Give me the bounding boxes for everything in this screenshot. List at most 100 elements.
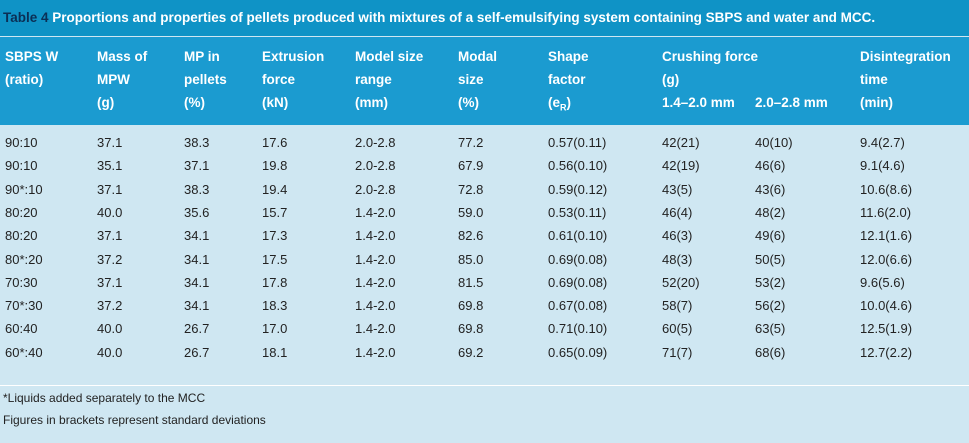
table-cell: 60:40 xyxy=(5,321,38,337)
column-header: (min) xyxy=(860,95,893,110)
table-cell: 18.1 xyxy=(262,344,288,360)
table-cell: 37.1 xyxy=(97,135,123,150)
table-cell: 60*:40 xyxy=(5,344,43,360)
column-header: SBPS W xyxy=(5,49,59,64)
table-cell: 50(5) xyxy=(755,251,786,267)
table-cell: 52(20) xyxy=(662,274,700,290)
column-header: Model size xyxy=(355,49,424,64)
table-label: Table 4 xyxy=(3,10,49,25)
table-cell: 48(3) xyxy=(662,251,693,267)
table-cell: 46(6) xyxy=(755,158,786,174)
table-cell: 37.1 xyxy=(97,228,123,244)
table-cell: 1.4-2.0 xyxy=(355,344,396,360)
table-cell: 12.7(2.2) xyxy=(860,344,913,360)
table-cell: 9.4(2.7) xyxy=(860,135,905,150)
table-cell: 70:30 xyxy=(5,274,38,290)
table-cell: 70*:30 xyxy=(5,298,43,314)
column-header: Shape xyxy=(548,49,589,64)
table-cell: 11.6(2.0) xyxy=(860,204,912,220)
column-header: MPW xyxy=(97,72,130,87)
table-cell: 71(7) xyxy=(662,344,693,360)
subcolumn-header: 2.0–2.8 mm xyxy=(755,95,828,110)
table-cell: 85.0 xyxy=(458,251,484,267)
column-header: size xyxy=(458,72,484,87)
table-cell: 43(5) xyxy=(662,181,693,197)
table-cell: 48(2) xyxy=(755,204,786,220)
table-cell: 58(7) xyxy=(662,298,693,314)
table-title: Table 4 Proportions and properties of pe… xyxy=(3,10,875,25)
table-cell: 90:10 xyxy=(5,158,38,174)
table-cell: 80:20 xyxy=(5,228,38,244)
table-cell: 46(3) xyxy=(662,228,693,244)
column-header: factor xyxy=(548,72,586,87)
symbol-part: ) xyxy=(566,95,572,110)
column-header: Extrusion xyxy=(262,49,325,64)
column-header: (g) xyxy=(662,72,680,87)
table-cell: 80:20 xyxy=(5,204,38,220)
table-cell: 72.8 xyxy=(458,181,484,197)
table-cell: 90*:10 xyxy=(5,181,43,197)
table-cell: 37.2 xyxy=(97,251,123,267)
table-cell: 40.0 xyxy=(97,344,123,360)
table-cell: 77.2 xyxy=(458,135,484,150)
table-cell: 17.0 xyxy=(262,321,288,337)
table-cell: 80*:20 xyxy=(5,251,43,267)
table-cell: 1.4-2.0 xyxy=(355,321,396,337)
table-cell: 67.9 xyxy=(458,158,484,174)
table-cell: 0.67(0.08) xyxy=(548,298,608,314)
table-cell: 49(6) xyxy=(755,228,786,244)
table-cell: 1.4-2.0 xyxy=(355,274,396,290)
table-cell: 0.71(0.10) xyxy=(548,321,608,337)
table-cell: 1.4-2.0 xyxy=(355,298,396,314)
table-cell: 35.1 xyxy=(97,158,123,174)
table-cell: 40(10) xyxy=(755,135,793,150)
table-cell: 17.5 xyxy=(262,251,288,267)
table-cell: 69.8 xyxy=(458,321,484,337)
table-cell: 2.0-2.8 xyxy=(355,135,396,150)
column-header: (kN) xyxy=(262,95,289,110)
table-cell: 12.1(1.6) xyxy=(860,228,913,244)
table-cell: 17.8 xyxy=(262,274,288,290)
table-cell: 2.0-2.8 xyxy=(355,158,396,174)
table-cell: 42(19) xyxy=(662,158,700,174)
table-cell: 37.1 xyxy=(97,181,123,197)
column-header: (%) xyxy=(184,95,205,110)
header-background xyxy=(0,37,969,125)
footnote: Figures in brackets represent standard d… xyxy=(3,413,266,427)
table-cell: 0.56(0.10) xyxy=(548,158,608,174)
column-header: Mass of xyxy=(97,49,148,64)
table-cell: 1.4-2.0 xyxy=(355,228,396,244)
table-cell: 34.1 xyxy=(184,228,210,244)
symbol-part: (e xyxy=(548,95,561,110)
table-cell: 0.53(0.11) xyxy=(548,204,607,220)
table-cell: 12.5(1.9) xyxy=(860,321,913,337)
table-cell: 34.1 xyxy=(184,298,210,314)
column-header: MP in xyxy=(184,49,220,64)
table-cell: 9.1(4.6) xyxy=(860,158,905,174)
table-cell: 42(21) xyxy=(662,135,700,150)
symbol-part: R xyxy=(560,102,567,113)
table-cell: 69.2 xyxy=(458,344,484,360)
column-header: (%) xyxy=(458,95,479,110)
table-cell: 19.8 xyxy=(262,158,288,174)
table-cell: 82.6 xyxy=(458,228,484,244)
table-cell: 68(6) xyxy=(755,344,786,360)
column-header: pellets xyxy=(184,72,227,87)
table-cell: 0.69(0.08) xyxy=(548,274,608,290)
column-header: (ratio) xyxy=(5,72,44,87)
table-cell: 90:10 xyxy=(5,135,38,150)
title-bar xyxy=(0,0,969,36)
separator xyxy=(0,385,969,386)
column-header: range xyxy=(355,72,392,87)
table-cell: 59.0 xyxy=(458,204,484,220)
table-cell: 0.65(0.09) xyxy=(548,344,608,360)
table-cell: 2.0-2.8 xyxy=(355,181,396,197)
table-cell: 53(2) xyxy=(755,274,786,290)
table-cell: 56(2) xyxy=(755,298,786,314)
column-header: (mm) xyxy=(355,95,388,110)
table-cell: 63(5) xyxy=(755,321,786,337)
table-cell: 17.6 xyxy=(262,135,288,150)
table-cell: 46(4) xyxy=(662,204,693,220)
table-cell: 35.6 xyxy=(184,204,210,220)
